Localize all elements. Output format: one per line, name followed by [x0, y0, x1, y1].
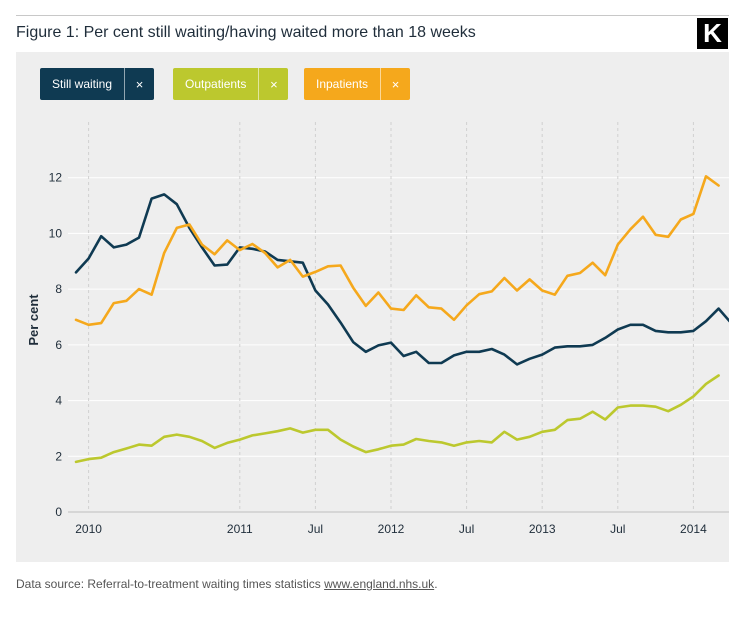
y-tick-label: 10 — [49, 226, 63, 240]
close-icon[interactable]: × — [124, 68, 154, 100]
series-line-inpatients — [74, 175, 720, 327]
chart-grid — [68, 122, 729, 513]
x-tick-label: Jul — [308, 522, 323, 536]
y-tick-label: 4 — [55, 394, 62, 408]
y-tick-label: 2 — [55, 449, 62, 463]
x-axis-ticks: 20102011Jul2012Jul2013Jul2014Jul — [75, 522, 707, 536]
y-axis-ticks: 0 2 4 6 8 10 12 — [49, 171, 63, 519]
top-rule — [16, 15, 729, 16]
x-tick-label: Jul — [610, 522, 625, 536]
legend-outpatients-label: Outpatients — [185, 77, 247, 91]
x-tick-label: 2011 — [227, 522, 253, 536]
data-source-note: Data source: Referral-to-treatment waiti… — [16, 577, 438, 591]
y-tick-label: 6 — [55, 338, 62, 352]
x-tick-label: Jul — [459, 522, 474, 536]
close-icon[interactable]: × — [380, 68, 410, 100]
x-tick-label: 2013 — [529, 522, 556, 536]
data-source-link[interactable]: www.england.nhs.uk — [324, 577, 435, 591]
chart-panel: Still waiting × Outpatients × Inpatients… — [16, 52, 729, 562]
figure-title: Figure 1: Per cent still waiting/having … — [16, 24, 476, 41]
legend-still-waiting[interactable]: Still waiting × — [40, 68, 155, 100]
y-tick-label: 8 — [55, 282, 62, 296]
x-tick-label: 2010 — [75, 522, 102, 536]
y-tick-label: 12 — [49, 171, 63, 185]
y-axis-label: Per cent — [26, 294, 41, 346]
data-source-text: Data source: Referral-to-treatment waiti… — [16, 577, 325, 591]
kingsfund-logo: K — [697, 18, 728, 49]
series-line-still-waiting — [74, 193, 729, 366]
legend-inpatients[interactable]: Inpatients × — [304, 68, 411, 100]
data-source-suffix: . — [434, 577, 438, 591]
legend-still-waiting-label: Still waiting — [52, 77, 113, 91]
x-tick-label: 2012 — [378, 522, 405, 536]
close-icon[interactable]: × — [258, 68, 288, 100]
chart-series — [74, 175, 729, 464]
x-tick-label: 2014 — [680, 522, 707, 536]
series-line-outpatients — [74, 374, 720, 464]
y-tick-label: 0 — [55, 505, 62, 519]
legend-outpatients[interactable]: Outpatients × — [173, 68, 289, 100]
legend-inpatients-label: Inpatients — [316, 77, 369, 91]
